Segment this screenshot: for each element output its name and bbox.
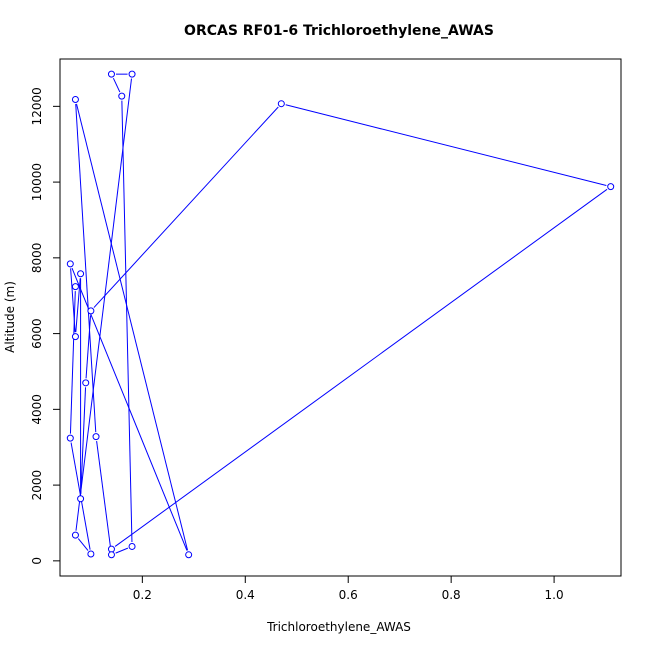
data-point (87, 550, 95, 558)
series-layer (66, 70, 615, 559)
series-line-segment (75, 103, 97, 433)
data-point (185, 551, 193, 559)
series-line-segment (285, 104, 607, 187)
data-point (71, 96, 79, 104)
series-line-segment (114, 188, 608, 547)
x-tick-label: 0.6 (339, 588, 358, 602)
plot-frame (59, 58, 622, 577)
series-line-segment (75, 78, 133, 531)
series-line-segment (121, 100, 133, 542)
data-point (87, 307, 95, 315)
data-point (128, 542, 136, 550)
data-point (107, 545, 115, 553)
x-tick-label: 0.2 (133, 588, 152, 602)
series-line-segment (115, 547, 129, 554)
y-tick-label: 8000 (30, 243, 44, 274)
data-point (71, 531, 79, 539)
data-point (92, 433, 100, 441)
x-axis: 0.2 0.4 0.6 0.8 1.0 (133, 575, 564, 602)
data-point (107, 551, 115, 559)
data-point (607, 183, 615, 191)
x-tick-label: 1.0 (545, 588, 564, 602)
x-tick-label: 0.4 (236, 588, 255, 602)
y-tick-label: 2000 (30, 470, 44, 501)
data-point (128, 70, 136, 78)
series-line-segment (96, 441, 112, 551)
series-line-segment (112, 78, 121, 93)
x-axis-label: Trichloroethylene_AWAS (266, 620, 411, 634)
y-tick-label: 4000 (30, 394, 44, 425)
data-point (77, 495, 85, 503)
data-point (71, 283, 79, 291)
chart-title: ORCAS RF01-6 Trichloroethylene_AWAS (184, 23, 494, 39)
series-line-segment (76, 103, 189, 551)
series-line-segment (69, 291, 76, 434)
y-axis-label: Altitude (m) (3, 281, 17, 353)
series-line-segment (93, 106, 279, 308)
data-point (66, 260, 74, 268)
y-tick-label: 12000 (30, 87, 44, 125)
series-line-segment (71, 267, 188, 551)
y-tick-label: 6000 (30, 318, 44, 349)
series-line-segment (85, 315, 92, 379)
series-line-segment (80, 387, 87, 495)
y-tick-label: 0 (30, 557, 44, 565)
data-point (277, 100, 285, 108)
data-point (118, 92, 126, 100)
data-point (107, 70, 115, 78)
data-point (77, 270, 85, 278)
series-line-segment (77, 538, 89, 551)
y-tick-label: 10000 (30, 163, 44, 201)
data-point (66, 434, 74, 442)
data-point (71, 333, 79, 341)
y-axis: 0 2000 4000 6000 8000 10000 12000 (30, 87, 61, 565)
x-tick-label: 0.8 (442, 588, 461, 602)
data-point (82, 379, 90, 387)
